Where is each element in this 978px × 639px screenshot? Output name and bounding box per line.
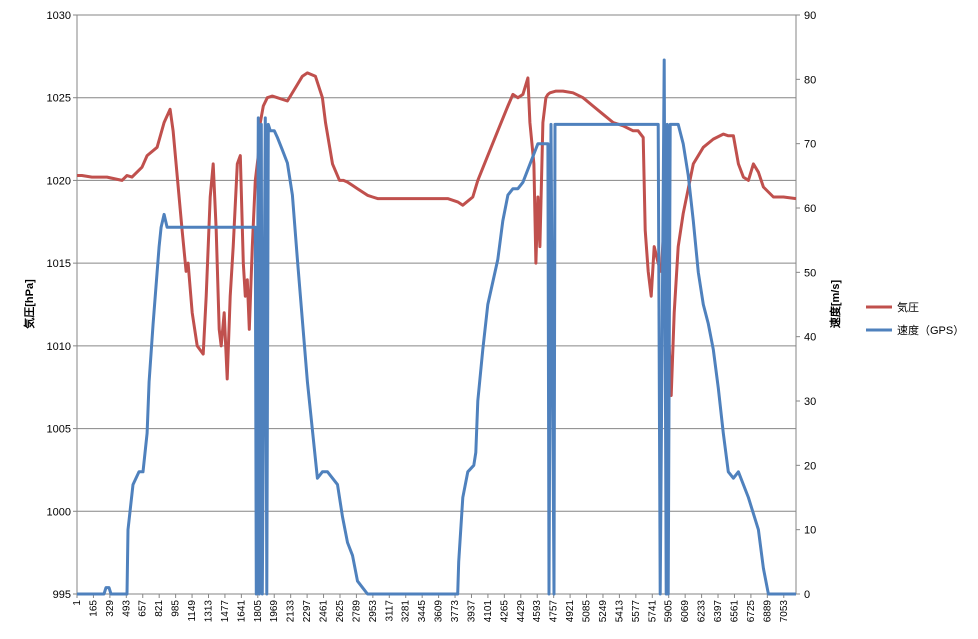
x-tick-label-3609: 3609 — [434, 600, 445, 623]
x-tick-label-1149: 1149 — [187, 600, 198, 622]
x-tick-label-1: 1 — [72, 600, 83, 606]
y2-tick-label-80: 80 — [804, 74, 816, 86]
y-tick-label-995: 995 — [53, 589, 71, 601]
x-tick-label-4265: 4265 — [499, 600, 510, 623]
x-tick-label-1969: 1969 — [269, 600, 280, 623]
y2-tick-label-60: 60 — [804, 203, 816, 215]
y-tick-label-1025: 1025 — [47, 93, 71, 105]
y2-tick-label-50: 50 — [804, 267, 816, 279]
x-tick-label-5741: 5741 — [647, 600, 658, 623]
y-tick-label-1010: 1010 — [47, 341, 71, 353]
x-tick-label-6725: 6725 — [746, 600, 757, 623]
x-tick-label-2297: 2297 — [302, 600, 313, 623]
x-tick-label-4101: 4101 — [483, 600, 494, 623]
x-tick-label-2953: 2953 — [368, 600, 379, 623]
x-tick-label-4921: 4921 — [565, 600, 576, 623]
x-tick-label-985: 985 — [171, 600, 182, 617]
x-tick-label-6561: 6561 — [729, 600, 740, 623]
x-tick-label-6069: 6069 — [680, 600, 691, 623]
x-tick-label-5577: 5577 — [631, 600, 642, 623]
x-tick-label-493: 493 — [121, 600, 132, 617]
y-tick-label-1005: 1005 — [47, 424, 71, 436]
x-tick-label-3117: 3117 — [384, 600, 395, 622]
legend-label-pressure: 気圧 — [897, 300, 919, 314]
x-tick-label-6397: 6397 — [713, 600, 724, 623]
y2-axis-ticks: 0 10 20 30 40 50 60 70 80 90 — [796, 10, 816, 601]
x-tick-label-3281: 3281 — [401, 600, 412, 623]
y-tick-label-1030: 1030 — [47, 10, 71, 22]
y-axis-title: 気圧[hPa] — [22, 279, 36, 329]
x-tick-label-165: 165 — [88, 600, 99, 617]
x-tick-label-3773: 3773 — [450, 600, 461, 623]
x-tick-label-1805: 1805 — [253, 600, 264, 623]
y2-axis-title: 速度[m/s] — [828, 280, 842, 329]
x-tick-label-6233: 6233 — [697, 600, 708, 623]
y-tick-label-1000: 1000 — [47, 506, 71, 518]
x-tick-label-5413: 5413 — [614, 600, 625, 623]
y2-tick-label-0: 0 — [804, 589, 810, 601]
legend: 気圧 速度（GPS） — [866, 300, 964, 337]
y2-tick-label-40: 40 — [804, 332, 816, 344]
series-lines — [77, 58, 797, 596]
x-tick-label-1313: 1313 — [203, 600, 214, 623]
legend-label-speed: 速度（GPS） — [897, 323, 964, 337]
x-tick-label-1641: 1641 — [236, 600, 247, 623]
y2-tick-label-10: 10 — [804, 525, 816, 537]
y2-tick-label-90: 90 — [804, 10, 816, 22]
x-tick-label-329: 329 — [105, 600, 116, 617]
y-axis-ticks: 995 1000 1005 1010 1015 1020 1025 1030 — [47, 10, 77, 601]
x-tick-label-3445: 3445 — [417, 600, 428, 623]
x-tick-label-2461: 2461 — [319, 600, 330, 623]
y-tick-label-1015: 1015 — [47, 258, 71, 270]
y2-tick-label-30: 30 — [804, 396, 816, 408]
y2-tick-label-20: 20 — [804, 460, 816, 472]
x-tick-label-7053: 7053 — [779, 600, 790, 623]
x-tick-label-3937: 3937 — [466, 600, 477, 623]
y-tick-label-1020: 1020 — [47, 175, 71, 187]
x-tick-label-5905: 5905 — [664, 600, 675, 623]
x-tick-label-657: 657 — [138, 600, 149, 617]
x-tick-label-4593: 4593 — [532, 600, 543, 623]
y2-tick-label-70: 70 — [804, 139, 816, 151]
x-tick-label-4757: 4757 — [549, 600, 560, 623]
x-tick-label-2133: 2133 — [286, 600, 297, 623]
x-tick-label-1477: 1477 — [220, 600, 231, 623]
x-tick-label-2625: 2625 — [335, 600, 346, 623]
x-tick-label-5249: 5249 — [598, 600, 609, 623]
x-tick-label-2789: 2789 — [351, 600, 362, 623]
x-axis-ticks: 1 165 329 493 657 821 985 1149 1313 1477 1641 1805 1… — [72, 594, 790, 622]
x-tick-label-6889: 6889 — [762, 600, 773, 623]
series-line-speed — [77, 58, 796, 596]
x-tick-label-821: 821 — [154, 600, 165, 617]
x-tick-label-4429: 4429 — [516, 600, 527, 623]
x-tick-label-5085: 5085 — [582, 600, 593, 623]
